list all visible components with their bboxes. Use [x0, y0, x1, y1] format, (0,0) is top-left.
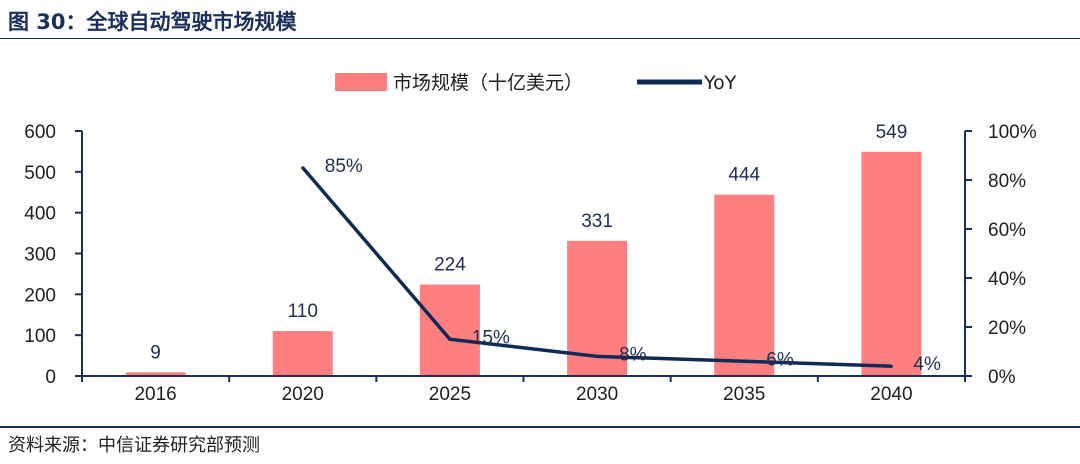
yoy-point-2030	[595, 354, 599, 358]
legend-swatch-bar	[335, 73, 387, 91]
bar-2040	[861, 151, 922, 376]
market-size-chart: 市场规模（十亿美元） YoY 0 100 200 300 400 500 600 0% 20% 40…	[24, 72, 1036, 405]
data-labels: 9 110 224 331 444 549 85% 15% 8% 6% 4%	[150, 122, 941, 375]
left-tick-label: 400	[24, 204, 56, 225]
bar-value-label-2025: 224	[434, 255, 466, 276]
bar-value-label-2040: 549	[876, 122, 908, 143]
legend-label-bar: 市场规模（十亿美元）	[393, 72, 583, 94]
left-tick-label: 500	[24, 163, 56, 184]
right-tick-label: 100%	[988, 122, 1037, 143]
left-tick-label: 0	[45, 367, 56, 388]
right-tick-label: 20%	[988, 318, 1026, 339]
source-note: 资料来源：中信证券研究部预测	[8, 435, 260, 456]
footer-rule	[0, 426, 1080, 428]
bar-2020	[272, 331, 333, 376]
bar-2025	[419, 284, 480, 376]
right-tick-label: 0%	[988, 367, 1016, 388]
left-tick-label: 100	[24, 326, 56, 347]
axes: 0 100 200 300 400 500 600 0% 20% 40% 60% 80% 100% 201…	[24, 122, 1036, 405]
bar-series	[125, 151, 922, 376]
left-tick-label: 600	[24, 122, 56, 143]
x-tick-label-2030: 2030	[576, 384, 618, 405]
x-tick-label-2040: 2040	[870, 384, 912, 405]
yoy-point-2020	[301, 166, 305, 170]
title-bar: 图 30：全球自动驾驶市场规模	[0, 0, 1080, 39]
yoy-value-label-2030: 8%	[619, 344, 647, 365]
bar-value-label-2016: 9	[150, 342, 161, 363]
right-tick-label: 40%	[988, 269, 1026, 290]
figure-title: 图 30：全球自动驾驶市场规模	[8, 10, 297, 34]
yoy-value-label-2040: 4%	[913, 354, 941, 375]
x-tick-label-2016: 2016	[134, 384, 176, 405]
yoy-value-label-2020: 85%	[325, 156, 363, 177]
right-tick-label: 80%	[988, 171, 1026, 192]
left-tick-label: 200	[24, 285, 56, 306]
legend: 市场规模（十亿美元） YoY	[335, 72, 737, 94]
bar-2016	[125, 372, 186, 376]
left-tick-label: 300	[24, 245, 56, 266]
line-series	[301, 166, 893, 368]
right-tick-label: 60%	[988, 220, 1026, 241]
yoy-point-2025	[448, 337, 452, 341]
yoy-value-label-2025: 15%	[472, 327, 510, 348]
yoy-point-2035	[742, 359, 746, 363]
bar-value-label-2020: 110	[288, 301, 318, 322]
x-tick-label-2035: 2035	[723, 384, 765, 405]
yoy-point-2040	[889, 364, 893, 368]
yoy-value-label-2035: 6%	[766, 349, 794, 370]
legend-label-line: YoY	[703, 72, 737, 94]
x-tick-label-2025: 2025	[429, 384, 471, 405]
x-tick-label-2020: 2020	[282, 384, 324, 405]
bar-value-label-2030: 331	[581, 211, 613, 232]
bar-2035	[714, 194, 775, 376]
title-rule	[0, 38, 1080, 39]
bar-value-label-2035: 444	[728, 165, 760, 186]
